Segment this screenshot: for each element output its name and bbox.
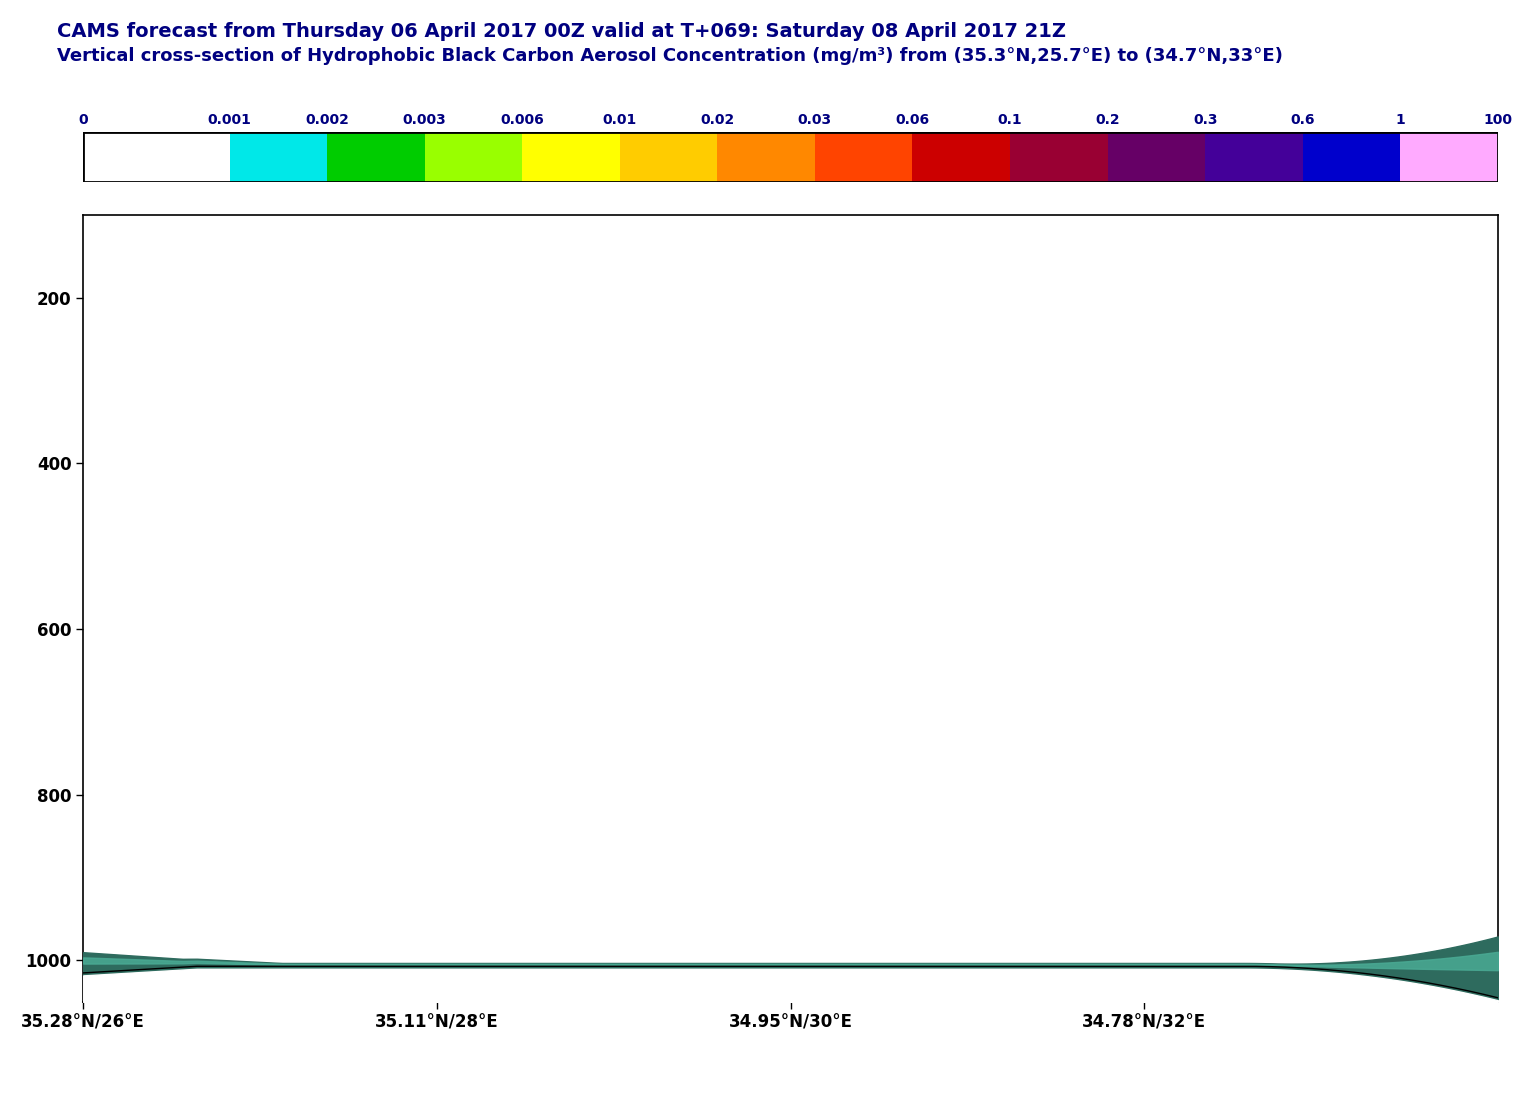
Text: CAMS forecast from Thursday 06 April 2017 00Z valid at T+069: Saturday 08 April : CAMS forecast from Thursday 06 April 201… bbox=[57, 22, 1067, 41]
Text: 0.2: 0.2 bbox=[1095, 112, 1120, 127]
Bar bbox=[717, 132, 816, 182]
Text: 0.03: 0.03 bbox=[797, 112, 832, 127]
Bar bbox=[912, 132, 1011, 182]
Bar bbox=[83, 132, 230, 182]
Text: 0.002: 0.002 bbox=[306, 112, 350, 127]
Text: 0.6: 0.6 bbox=[1291, 112, 1315, 127]
Bar bbox=[425, 132, 522, 182]
Bar bbox=[816, 132, 912, 182]
Bar bbox=[1206, 132, 1303, 182]
Text: 0.1: 0.1 bbox=[997, 112, 1023, 127]
Text: 0.003: 0.003 bbox=[402, 112, 446, 127]
Text: 0.01: 0.01 bbox=[602, 112, 637, 127]
Text: 0.006: 0.006 bbox=[501, 112, 545, 127]
Text: 0.001: 0.001 bbox=[207, 112, 251, 127]
Bar bbox=[1108, 132, 1206, 182]
Text: 0.3: 0.3 bbox=[1192, 112, 1218, 127]
Bar bbox=[230, 132, 327, 182]
Text: 0.02: 0.02 bbox=[701, 112, 734, 127]
Text: 0: 0 bbox=[79, 112, 88, 127]
Text: 100: 100 bbox=[1483, 112, 1513, 127]
Bar bbox=[620, 132, 717, 182]
Bar bbox=[522, 132, 620, 182]
Bar bbox=[1401, 132, 1498, 182]
Bar bbox=[327, 132, 425, 182]
Bar bbox=[1303, 132, 1401, 182]
Text: Vertical cross-section of Hydrophobic Black Carbon Aerosol Concentration (mg/m³): Vertical cross-section of Hydrophobic Bl… bbox=[57, 47, 1283, 65]
Text: 0.06: 0.06 bbox=[896, 112, 929, 127]
Text: 1: 1 bbox=[1395, 112, 1406, 127]
Bar bbox=[1011, 132, 1108, 182]
